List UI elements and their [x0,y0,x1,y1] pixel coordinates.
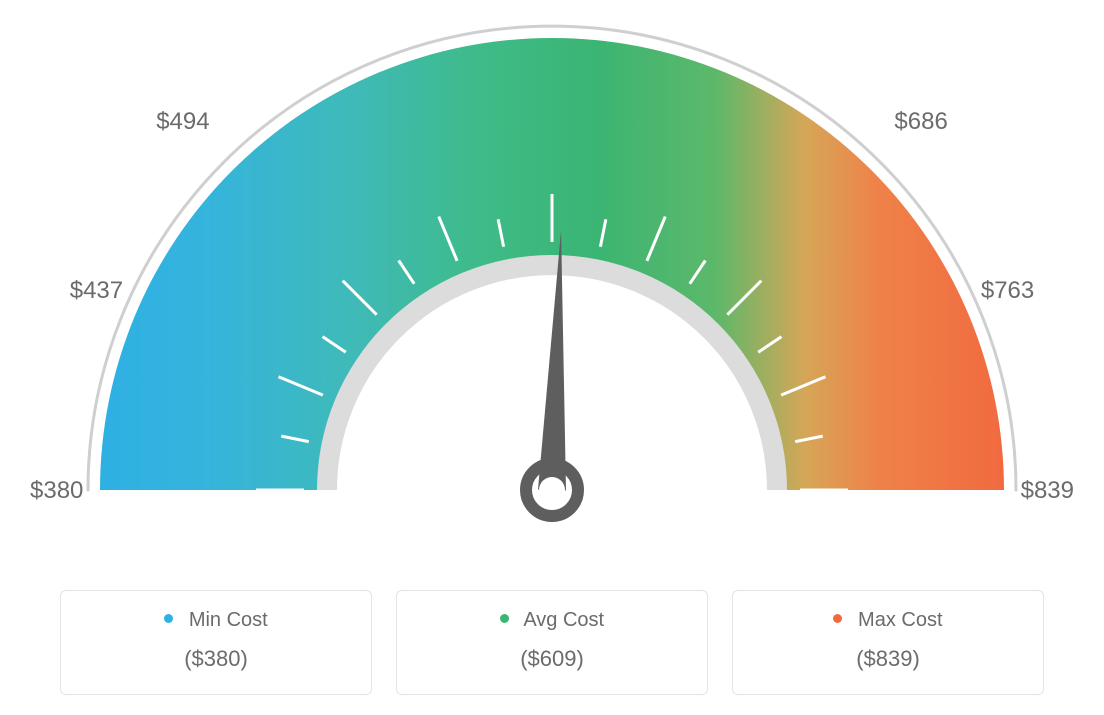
legend-card-min: Min Cost ($380) [60,590,372,695]
legend-min-label: Min Cost [189,609,268,631]
legend-row: Min Cost ($380) Avg Cost ($609) Max Cost… [20,590,1084,695]
legend-title-min: Min Cost [73,609,359,632]
svg-text:$839: $839 [1021,477,1074,504]
svg-text:$763: $763 [981,277,1034,304]
gauge-svg: $380$437$494$609$686$763$839 [20,20,1084,560]
legend-card-max: Max Cost ($839) [732,590,1044,695]
svg-text:$686: $686 [894,108,947,135]
legend-card-avg: Avg Cost ($609) [396,590,708,695]
legend-max-value: ($839) [745,646,1031,672]
legend-avg-value: ($609) [409,646,695,672]
chart-container: $380$437$494$609$686$763$839 Min Cost ($… [20,20,1084,695]
legend-title-avg: Avg Cost [409,609,695,632]
svg-text:$380: $380 [30,477,83,504]
legend-title-max: Max Cost [745,609,1031,632]
gauge-chart: $380$437$494$609$686$763$839 [20,20,1084,560]
svg-text:$437: $437 [70,277,123,304]
svg-text:$494: $494 [156,108,209,135]
legend-min-value: ($380) [73,646,359,672]
legend-max-label: Max Cost [858,609,942,631]
legend-avg-label: Avg Cost [523,609,604,631]
